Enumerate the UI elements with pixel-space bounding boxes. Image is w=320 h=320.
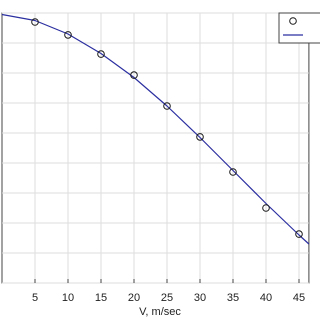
x-tick-label: 20 <box>128 292 140 304</box>
data-point <box>262 204 270 212</box>
data-point <box>97 50 105 58</box>
fit-line <box>1 13 310 245</box>
legend-symbol <box>289 17 297 25</box>
plot-area <box>1 12 310 284</box>
legend-box <box>278 12 320 44</box>
x-tick-label: 35 <box>227 292 239 304</box>
x-tick-label: 30 <box>194 292 206 304</box>
data-point <box>64 31 72 39</box>
x-axis-label: V, m/sec <box>139 306 181 318</box>
data-point <box>295 230 303 238</box>
data-point <box>196 133 204 141</box>
x-tick-label: 15 <box>95 292 107 304</box>
data-point <box>130 71 138 79</box>
x-tick-label: 25 <box>161 292 173 304</box>
x-tick-label: 5 <box>32 292 38 304</box>
x-tick-label: 10 <box>62 292 74 304</box>
x-tick-label: 45 <box>293 292 305 304</box>
data-point <box>31 18 39 26</box>
legend <box>278 12 320 44</box>
data-point <box>229 168 237 176</box>
data-point <box>163 102 171 110</box>
x-tick-label: 40 <box>260 292 272 304</box>
